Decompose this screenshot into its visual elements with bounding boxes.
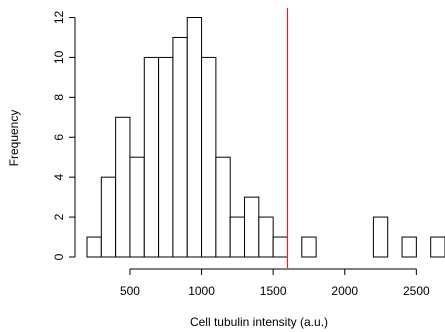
x-tick-label: 500 bbox=[120, 284, 140, 298]
x-axis-label: Cell tubulin intensity (a.u.) bbox=[190, 315, 328, 329]
histogram-bar bbox=[301, 236, 317, 258]
histogram-bar bbox=[244, 196, 260, 258]
y-axis-label: Frequency bbox=[7, 110, 21, 167]
histogram-bar bbox=[158, 56, 174, 258]
y-tick-label: 2 bbox=[52, 213, 66, 220]
x-tick-label: 1000 bbox=[188, 284, 215, 298]
histogram-bars bbox=[86, 17, 445, 258]
y-tick-label: 6 bbox=[52, 134, 66, 141]
x-tick-label: 2000 bbox=[331, 284, 358, 298]
y-tick-label: 4 bbox=[52, 174, 66, 181]
x-tick-label: 2500 bbox=[403, 284, 430, 298]
y-axis: 0 2 4 6 8 10 12 bbox=[52, 11, 76, 260]
histogram-bar bbox=[143, 56, 160, 258]
histogram-bar bbox=[430, 236, 445, 258]
histogram-bar bbox=[172, 36, 188, 258]
y-tick-label: 10 bbox=[52, 50, 66, 64]
x-axis: 500 1000 1500 2000 2500 bbox=[120, 268, 430, 298]
histogram-bar bbox=[129, 156, 145, 258]
histogram-bar bbox=[229, 216, 246, 258]
histogram-bar bbox=[201, 56, 217, 258]
histogram-bar bbox=[372, 216, 389, 258]
y-tick-label: 12 bbox=[52, 11, 66, 25]
histogram-bar bbox=[186, 17, 203, 258]
histogram-bar bbox=[100, 176, 117, 258]
histogram-bar bbox=[86, 236, 102, 258]
histogram-bar bbox=[115, 116, 131, 258]
x-tick-label: 1500 bbox=[260, 284, 287, 298]
histogram-bar bbox=[272, 236, 288, 258]
histogram-bar bbox=[215, 156, 231, 258]
y-tick-label: 8 bbox=[52, 94, 66, 101]
histogram-bar bbox=[258, 216, 274, 258]
y-tick-label: 0 bbox=[52, 253, 66, 260]
histogram-bar bbox=[401, 236, 417, 258]
